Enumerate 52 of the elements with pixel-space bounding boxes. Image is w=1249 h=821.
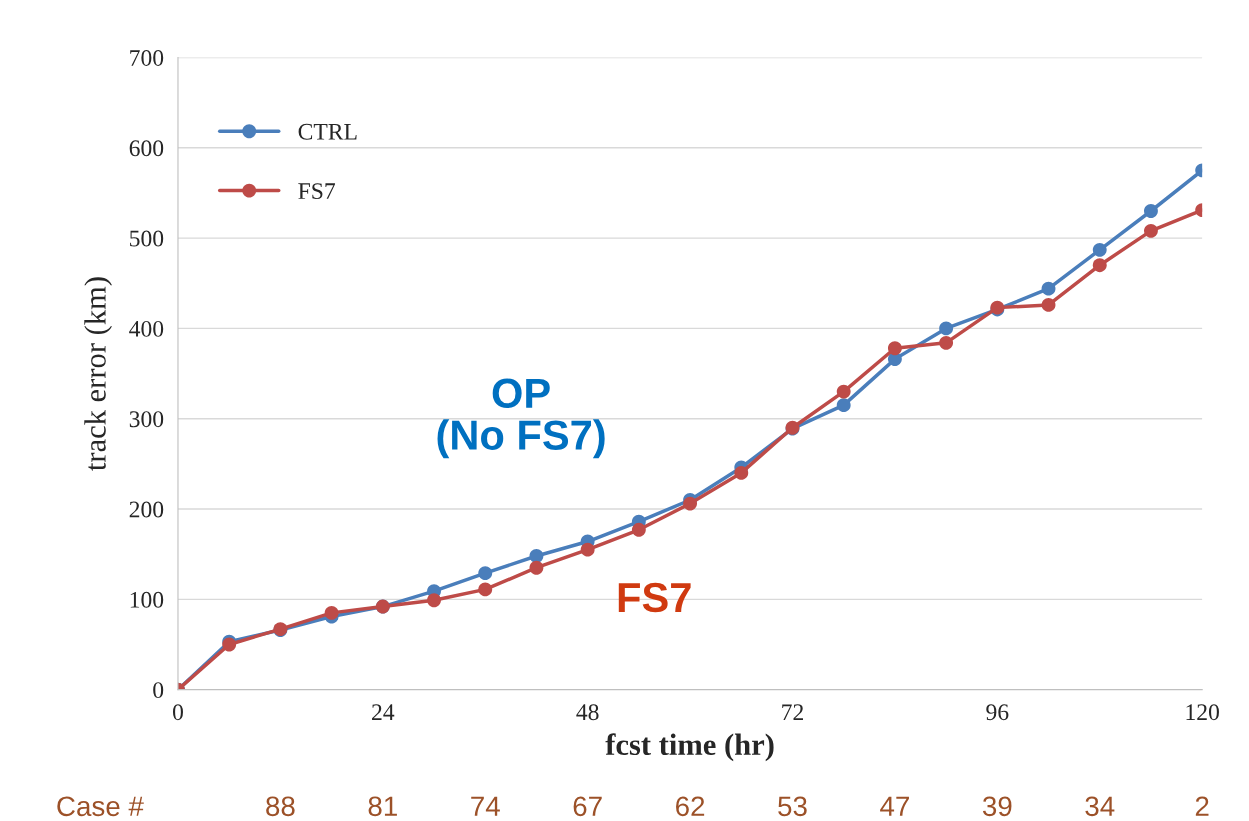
point: [1092, 258, 1107, 273]
point: [1041, 281, 1056, 296]
y-tick-label: 500: [130, 230, 164, 247]
annotation: OP (No FS7): [437, 378, 605, 459]
y-axis-title: track error (km): [84, 277, 113, 471]
point: [529, 560, 544, 575]
point: [427, 593, 441, 608]
y-tick-label: 100: [130, 591, 164, 608]
x-tick-label: 72: [782, 704, 803, 720]
y-tick-label: 400: [129, 320, 164, 337]
text: 39: [982, 796, 1012, 817]
x-tick-label: 120: [1186, 704, 1219, 721]
point: [887, 341, 902, 356]
legend-label: FS7: [298, 183, 336, 200]
text: 62: [676, 796, 705, 817]
text: 81: [368, 796, 397, 817]
point: [836, 398, 851, 413]
text: 2: [1195, 796, 1209, 816]
point: [529, 549, 544, 563]
point: [324, 605, 339, 620]
text: 47: [880, 796, 909, 816]
point: [734, 465, 749, 480]
x-tick-label: 24: [372, 704, 395, 720]
x-tick-label: 48: [576, 704, 599, 721]
x-tick-label: 0: [172, 704, 183, 721]
y-tick-label: 600: [129, 140, 164, 157]
point: [1144, 223, 1158, 238]
point: [683, 496, 698, 511]
legend-label: CTRL: [298, 123, 357, 140]
point: [1092, 242, 1107, 257]
y-tick-label: 300: [129, 411, 164, 428]
point: [939, 335, 954, 350]
y-tick-label: 200: [129, 501, 164, 518]
text: 74: [471, 796, 500, 816]
text: 53: [778, 796, 807, 817]
text: 88: [266, 796, 295, 817]
point: [1041, 297, 1056, 312]
point: [580, 542, 595, 557]
point: [836, 384, 851, 399]
y-tick-label: 0: [153, 682, 164, 699]
x-tick-label: 96: [986, 704, 1009, 721]
point: [478, 566, 493, 581]
y-tick-label: 700: [130, 49, 164, 66]
text: Case #: [57, 796, 144, 817]
text: 67: [573, 796, 602, 817]
point: [1144, 204, 1158, 218]
annotation: FS7: [618, 582, 691, 613]
x-axis-title: fcst time (hr): [605, 733, 774, 762]
point: [631, 522, 646, 537]
text: 34: [1085, 796, 1115, 817]
point: [939, 321, 954, 336]
point: [478, 582, 493, 597]
